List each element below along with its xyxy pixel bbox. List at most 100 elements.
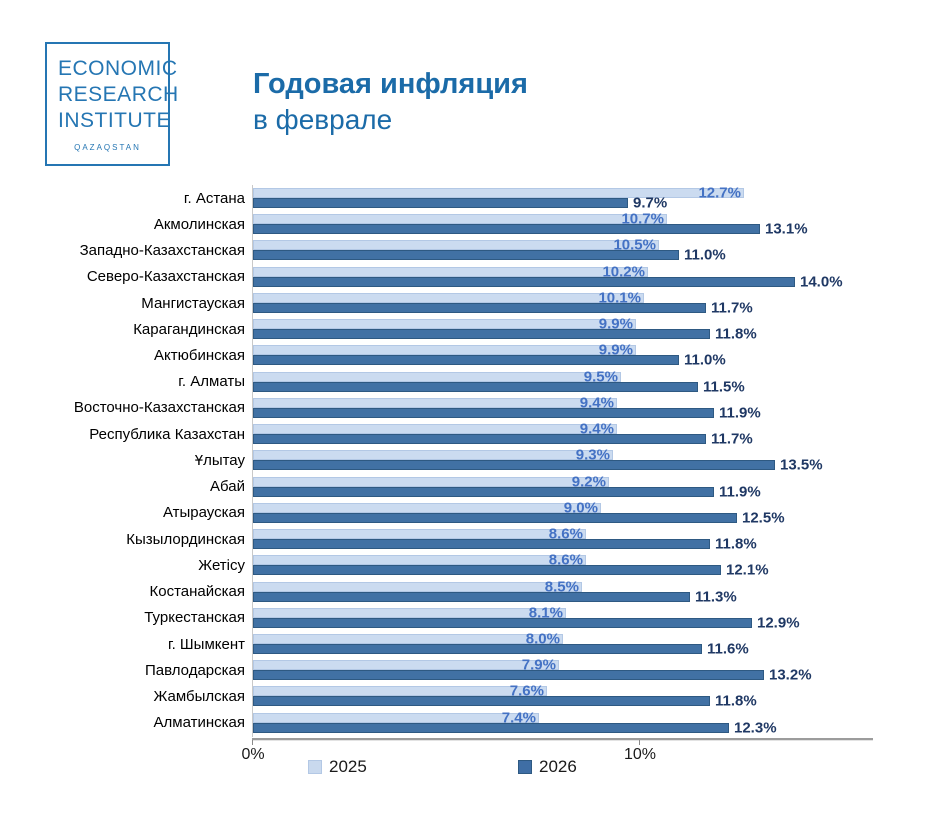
chart-row: г. Шымкент 8.0% 11.6% xyxy=(0,630,873,657)
bar-group: 8.0% 11.6% xyxy=(253,630,749,657)
bar-2026: 11.8% xyxy=(253,536,757,553)
x-axis-tick xyxy=(252,740,253,745)
bar-2026: 13.5% xyxy=(253,457,823,474)
bar-2025: 7.9% xyxy=(253,657,559,674)
value-label-2025: 9.2% xyxy=(571,473,606,491)
chart-row: Жетісу 8.6% 12.1% xyxy=(0,552,873,579)
value-label-2025: 10.1% xyxy=(598,289,641,307)
bar-2026: 11.9% xyxy=(253,483,761,500)
chart-title-line1: Годовая инфляция xyxy=(253,68,528,100)
chart-row: Республика Казахстан 9.4% 11.7% xyxy=(0,421,873,448)
value-label-2025: 9.5% xyxy=(583,368,618,386)
value-label-2026: 12.3% xyxy=(734,719,777,737)
bar-group: 8.1% 12.9% xyxy=(253,604,800,631)
bar-2026: 11.6% xyxy=(253,640,749,657)
value-label-2025: 9.3% xyxy=(575,446,610,464)
x-tick-label: 10% xyxy=(623,746,657,763)
bar-group: 10.2% 14.0% xyxy=(253,263,843,290)
chart-title-line2: в феврале xyxy=(253,104,393,135)
value-label-2026: 11.0% xyxy=(684,351,726,369)
bar-2025: 9.2% xyxy=(253,473,609,490)
value-label-2026: 13.2% xyxy=(769,666,812,684)
category-label: Кызылординская xyxy=(126,530,245,548)
chart-row: Мангистауская 10.1% 11.7% xyxy=(0,289,873,316)
category-axis-line xyxy=(252,185,253,737)
chart-title-block: Годовая инфляция в феврале xyxy=(253,66,528,138)
value-label-2026: 11.9% xyxy=(719,404,761,422)
bar-group: 9.2% 11.9% xyxy=(253,473,761,500)
value-label-2026: 11.8% xyxy=(715,325,757,343)
bar-group: 9.5% 11.5% xyxy=(253,368,745,395)
bar-2026: 11.3% xyxy=(253,588,737,605)
value-label-2026: 11.8% xyxy=(715,535,757,553)
chart-row: г. Астана 12.7% 9.7% xyxy=(0,185,873,212)
category-label: Западно-Казахстанская xyxy=(79,242,245,260)
category-label: Жетісу xyxy=(198,556,245,574)
value-label-2025: 8.6% xyxy=(548,525,583,543)
logo-country: QAZAQSTAN xyxy=(74,143,141,152)
value-label-2026: 11.7% xyxy=(711,430,753,448)
chart-row: Алматинская 7.4% 12.3% xyxy=(0,709,873,736)
value-label-2026: 11.6% xyxy=(707,640,749,658)
category-label: Абай xyxy=(210,478,245,496)
category-label: Ұлытау xyxy=(194,451,245,469)
bar-2025: 9.0% xyxy=(253,499,601,516)
bar-group: 7.9% 13.2% xyxy=(253,657,812,684)
value-label-2025: 7.4% xyxy=(501,709,536,727)
x-tick-label: 0% xyxy=(241,746,265,763)
bar-group: 10.7% 13.1% xyxy=(253,211,808,238)
category-label: Алматинская xyxy=(153,714,245,732)
bar-2026: 12.9% xyxy=(253,614,800,631)
value-label-2025: 9.9% xyxy=(598,341,633,359)
bar-2026: 11.7% xyxy=(253,299,753,316)
bar-group: 12.7% 9.7% xyxy=(253,185,744,212)
logo-line-research: RESEARCH xyxy=(58,83,179,106)
bar-group: 7.6% 11.8% xyxy=(253,682,757,710)
value-label-2025: 10.7% xyxy=(621,210,664,228)
category-label: Жамбылская xyxy=(153,688,246,706)
bar-2025: 7.4% xyxy=(253,709,539,726)
bar-group: 9.0% 12.5% xyxy=(253,499,785,526)
bar-2026: 12.3% xyxy=(253,719,777,736)
bar-2025: 10.2% xyxy=(253,263,648,280)
value-label-2026: 12.1% xyxy=(726,561,769,579)
chart-row: г. Алматы 9.5% 11.5% xyxy=(0,368,873,395)
bar-2026: 11.7% xyxy=(253,431,753,448)
category-label: Восточно-Казахстанская xyxy=(73,399,245,417)
bar-2025: 8.6% xyxy=(253,552,586,569)
bar-2026: 9.7% xyxy=(253,195,667,212)
category-label: г. Алматы xyxy=(178,373,245,391)
legend-item-2025: 2025 xyxy=(308,757,367,777)
bar-2025: 9.4% xyxy=(253,421,617,438)
value-label-2025: 9.0% xyxy=(563,499,598,517)
bar-2026: 13.2% xyxy=(253,667,812,684)
value-label-2026: 11.8% xyxy=(715,692,757,710)
bar-group: 9.9% 11.0% xyxy=(253,341,726,369)
bar-group: 9.4% 11.7% xyxy=(253,421,753,448)
bar-2026: 11.9% xyxy=(253,404,761,421)
bar-group: 8.5% 11.3% xyxy=(253,578,737,605)
value-label-2025: 7.6% xyxy=(509,682,544,700)
legend-label-2026: 2026 xyxy=(539,757,577,776)
chart-row: Туркестанская 8.1% 12.9% xyxy=(0,604,873,631)
value-label-2026: 12.9% xyxy=(757,614,800,632)
bar-2025: 10.7% xyxy=(253,211,667,228)
chart-row: Актюбинская 9.9% 11.0% xyxy=(0,341,873,369)
category-label: Республика Казахстан xyxy=(89,425,245,443)
chart-row: Кызылординская 8.6% 11.8% xyxy=(0,525,873,553)
bar-2025: 9.5% xyxy=(253,368,621,385)
bar-2026: 11.8% xyxy=(253,693,757,710)
logo-line-institute: INSTITUTE xyxy=(58,109,171,132)
chart-row: Павлодарская 7.9% 13.2% xyxy=(0,657,873,684)
chart-row: Восточно-Казахстанская 9.4% 11.9% xyxy=(0,394,873,421)
category-label: Мангистауская xyxy=(141,294,245,312)
chart-row: Костанайская 8.5% 11.3% xyxy=(0,578,873,605)
category-label: Актюбинская xyxy=(154,347,245,365)
value-label-2026: 11.9% xyxy=(719,483,761,501)
legend-swatch-2026 xyxy=(518,760,532,774)
value-label-2025: 8.5% xyxy=(544,578,579,596)
category-label: г. Шымкент xyxy=(167,635,245,653)
x-axis-line xyxy=(252,738,873,740)
value-label-2025: 8.1% xyxy=(528,604,563,622)
logo-line-economic: ECONOMIC xyxy=(58,57,178,80)
